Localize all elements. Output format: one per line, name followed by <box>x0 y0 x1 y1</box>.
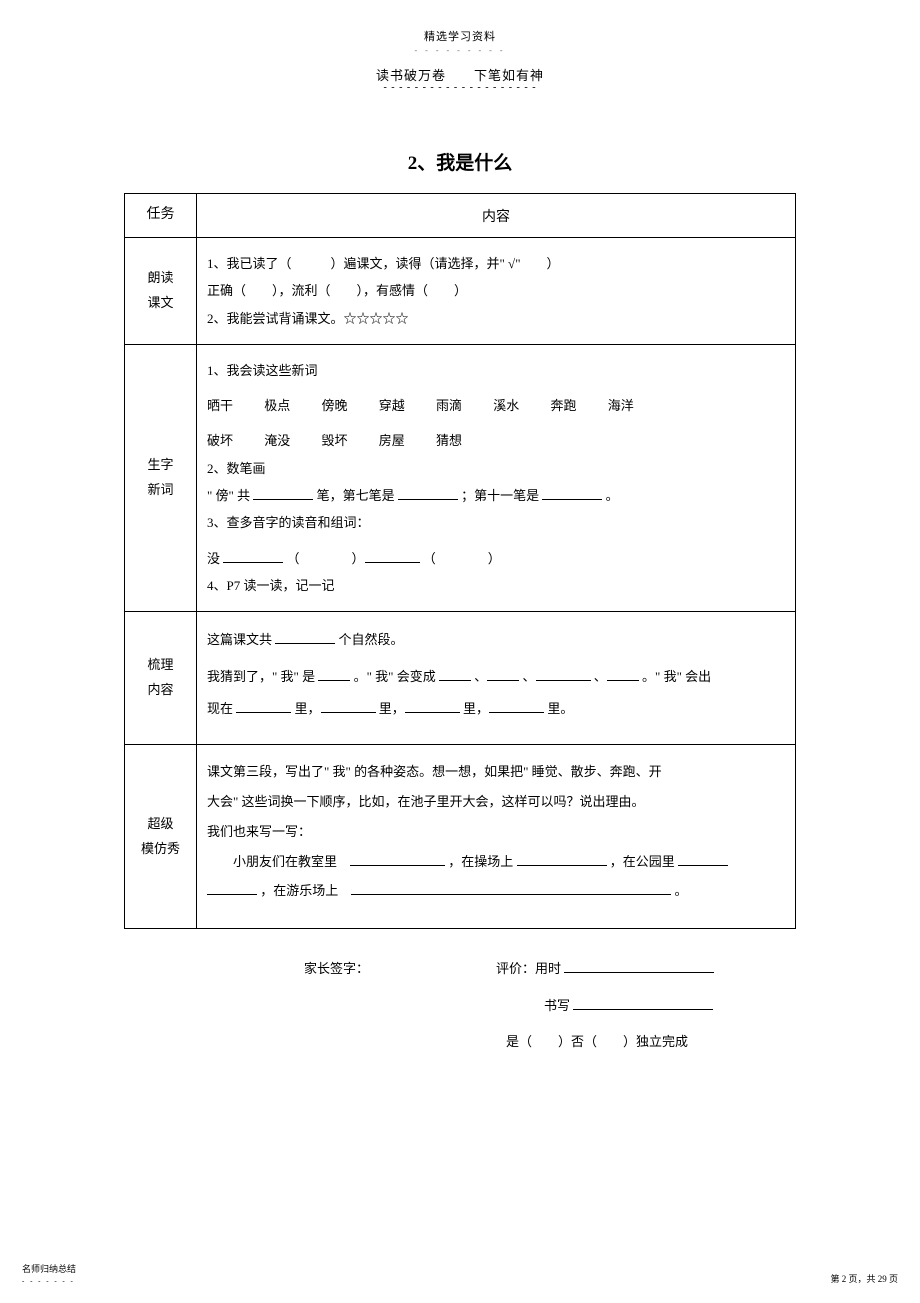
content-words: 1、我会读这些新词 晒干 极点 傍晚 穿越 雨滴 溪水 奔跑 海洋 破坏 淹没 … <box>197 344 796 611</box>
writing-eval: 书写 <box>496 988 796 1024</box>
row-imitate: 超级 模仿秀 课文第三段，写出了" 我" 的各种姿态。想一想，如果把" 睡觉、散… <box>125 744 796 928</box>
complete-check: 是（ ）否（ ）独立完成 <box>496 1024 796 1060</box>
footer-right: 第 2 页，共 29 页 <box>830 1272 898 1285</box>
page-title: 2、我是什么 <box>0 148 920 175</box>
header-content: 内容 <box>197 194 796 238</box>
label-sort: 梳理 内容 <box>125 612 197 745</box>
content-imitate: 课文第三段，写出了" 我" 的各种姿态。想一想，如果把" 睡觉、散步、奔跑、开 … <box>197 744 796 928</box>
eval-time: 评价：用时 <box>496 951 796 987</box>
label-words: 生字 新词 <box>125 344 197 611</box>
motto-dashes: - - - - - - - - - - - - - - - - - - - - <box>0 82 920 93</box>
table-header: 任务 内容 <box>125 194 796 238</box>
signature-section: 家长签字： 评价：用时 书写 是（ ）否（ ）独立完成 <box>124 951 796 1060</box>
dots-decoration: - - - - - - - - - <box>0 46 920 55</box>
row-read: 朗读 课文 1、我已读了（ ）遍课文，读得（请选择，并" √" ） 正确（ ），… <box>125 238 796 345</box>
footer-left: 名师归纳总结 - - - - - - - <box>22 1262 76 1285</box>
row-sort: 梳理 内容 这篇课文共 个自然段。 我猜到了，" 我" 是 。" 我" 会变成 … <box>125 612 796 745</box>
top-label: 精选学习资料 <box>0 0 920 44</box>
row-words: 生字 新词 1、我会读这些新词 晒干 极点 傍晚 穿越 雨滴 溪水 奔跑 海洋 … <box>125 344 796 611</box>
content-sort: 这篇课文共 个自然段。 我猜到了，" 我" 是 。" 我" 会变成 、 、 、 … <box>197 612 796 745</box>
parent-sign: 家长签字： <box>124 951 496 987</box>
label-read: 朗读 课文 <box>125 238 197 345</box>
content-read: 1、我已读了（ ）遍课文，读得（请选择，并" √" ） 正确（ ），流利（ ），… <box>197 238 796 345</box>
worksheet-table: 任务 内容 朗读 课文 1、我已读了（ ）遍课文，读得（请选择，并" √" ） … <box>124 193 796 929</box>
header-task: 任务 <box>125 194 197 238</box>
label-imitate: 超级 模仿秀 <box>125 744 197 928</box>
